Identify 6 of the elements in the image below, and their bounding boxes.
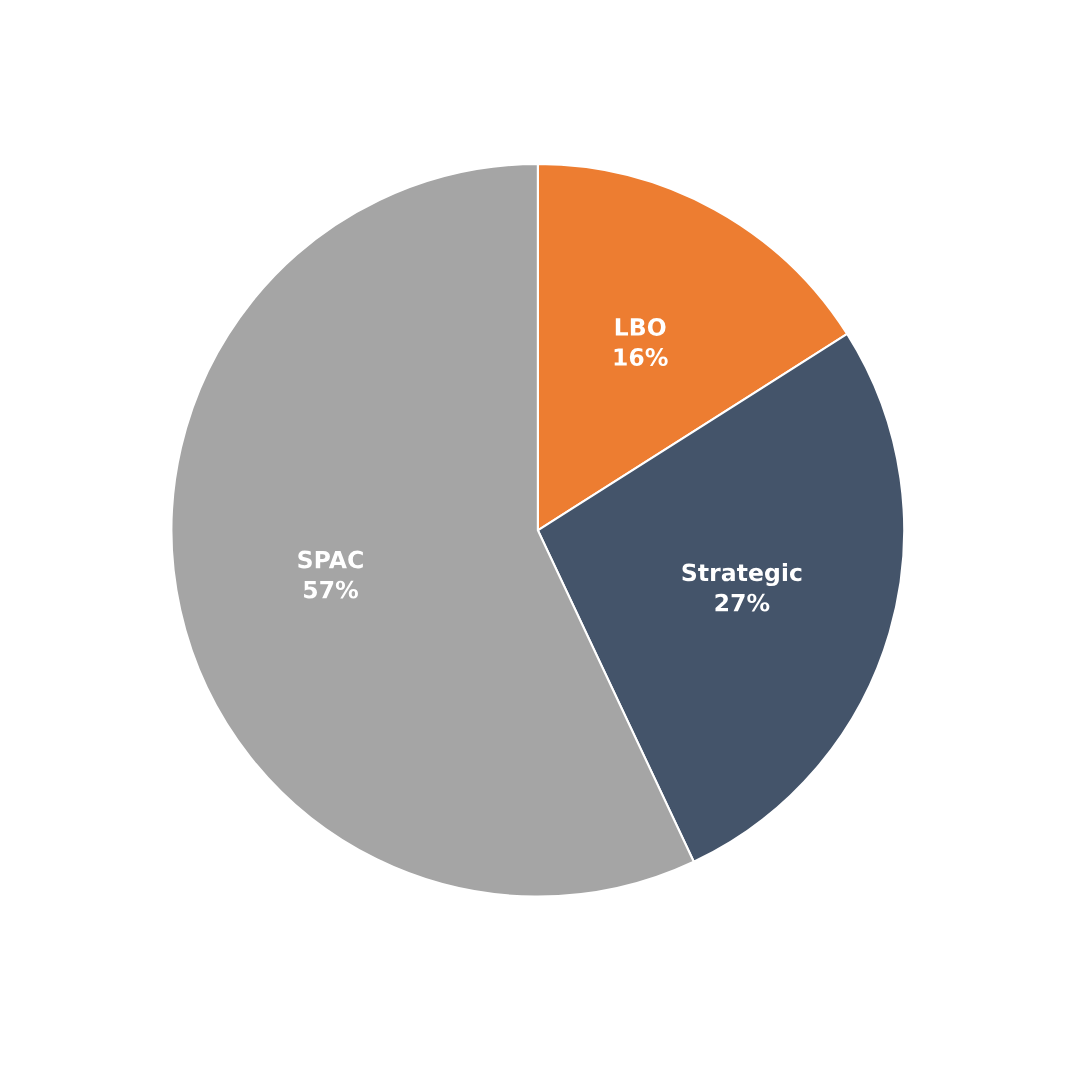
slice-label: LBO [615,318,666,336]
data-label: 27% [715,593,770,612]
slice-label: SPAC [298,550,363,569]
data-label: 57% [304,580,358,599]
data-label: 16% [614,348,668,366]
slice-label: Strategic [682,563,802,587]
